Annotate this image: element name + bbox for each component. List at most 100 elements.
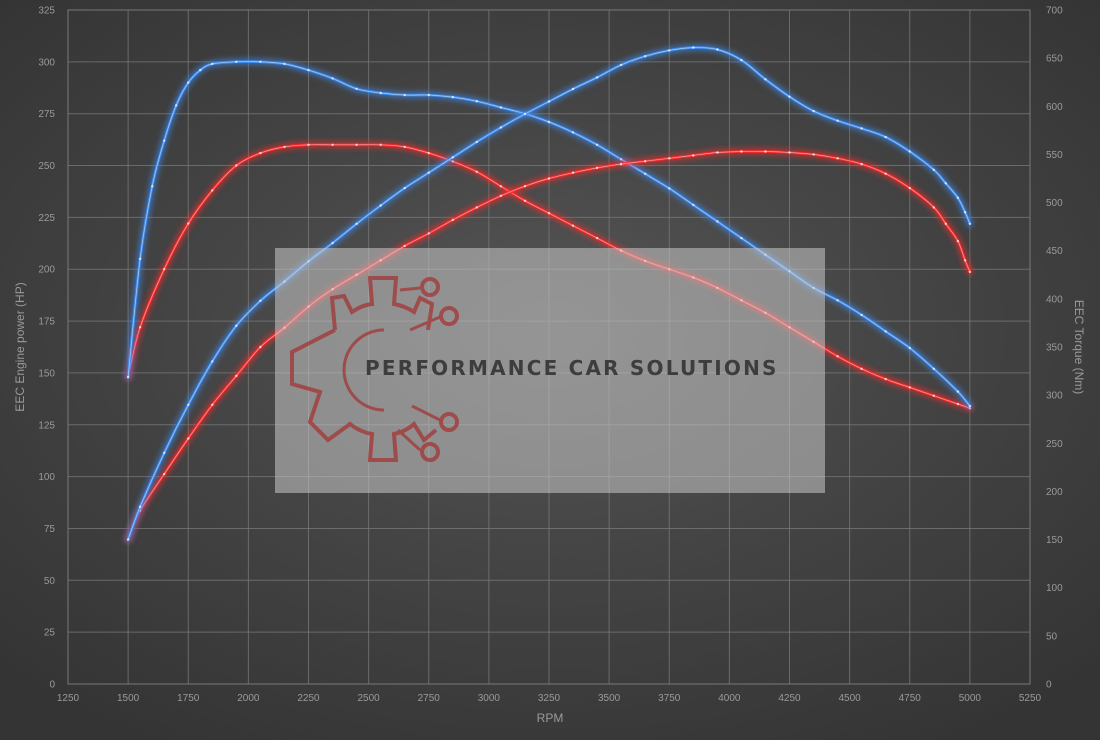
data-point <box>523 112 527 116</box>
data-point <box>692 154 695 157</box>
data-point <box>283 62 286 66</box>
data-point <box>908 150 911 153</box>
data-point <box>151 185 154 188</box>
y-tick-label-right: 150 <box>1046 535 1063 546</box>
data-point <box>211 62 214 66</box>
y-tick-label-left: 300 <box>38 57 55 68</box>
data-point <box>126 538 130 541</box>
data-point <box>956 402 960 406</box>
data-point <box>836 355 839 358</box>
data-point <box>716 220 719 223</box>
data-point <box>932 206 935 209</box>
x-tick-label: 2750 <box>418 693 441 704</box>
x-tick-label: 4000 <box>718 693 741 704</box>
data-point <box>836 157 839 160</box>
data-point <box>571 131 575 134</box>
y-tick-label-right: 600 <box>1046 102 1063 113</box>
data-point <box>860 127 863 130</box>
series <box>124 44 974 544</box>
data-point <box>932 394 935 397</box>
watermark-panel <box>275 248 825 493</box>
data-point <box>427 151 430 155</box>
watermark-text: PERFORMANCE CAR SOLUTIONS <box>365 356 779 380</box>
data-point <box>932 367 935 370</box>
x-tick-label: 2000 <box>237 693 260 704</box>
data-point <box>199 68 202 72</box>
y-tick-label-left: 225 <box>38 213 55 224</box>
data-point <box>259 345 262 349</box>
data-point <box>860 313 863 317</box>
data-point <box>968 404 972 408</box>
data-point <box>932 168 935 171</box>
data-point <box>740 58 743 62</box>
data-point <box>138 326 142 329</box>
y-tick-label-right: 300 <box>1046 391 1063 402</box>
data-point <box>451 95 454 99</box>
data-point <box>956 390 960 393</box>
y-tick-label-right: 200 <box>1046 487 1063 498</box>
data-point <box>668 49 671 52</box>
data-point <box>427 232 430 235</box>
data-point <box>547 212 551 215</box>
data-point <box>163 472 166 476</box>
y-tick-label-left: 175 <box>38 317 55 328</box>
data-point <box>307 143 310 146</box>
data-point <box>740 150 743 153</box>
data-point <box>211 360 214 363</box>
y-tick-label-right: 650 <box>1046 54 1063 65</box>
x-tick-label: 3750 <box>658 693 681 704</box>
data-point <box>331 241 334 245</box>
data-point <box>812 153 815 156</box>
y-axis-label-left: EEC Engine power (HP) <box>13 282 27 411</box>
data-point <box>163 139 166 142</box>
data-point <box>619 162 623 166</box>
data-point <box>427 171 430 174</box>
y-tick-label-left: 275 <box>38 109 55 120</box>
data-point <box>956 196 960 199</box>
data-point <box>692 46 695 49</box>
data-point <box>547 120 551 124</box>
data-point <box>235 164 238 167</box>
data-point <box>963 211 967 214</box>
data-point <box>126 375 130 379</box>
data-point <box>211 189 214 192</box>
tick-labels: 1250 1500 1750 2000 2250 2500 2750 3000 3250 3500… <box>38 6 1063 705</box>
data-point <box>571 224 575 227</box>
data-point <box>595 76 599 79</box>
data-point <box>499 126 503 129</box>
data-point <box>668 157 671 160</box>
data-point <box>944 182 947 185</box>
data-point <box>523 199 527 202</box>
data-point <box>259 151 262 155</box>
data-point <box>499 185 503 188</box>
data-point <box>644 160 647 163</box>
x-tick-label: 4500 <box>839 693 862 704</box>
data-point <box>403 244 406 248</box>
data-point <box>836 299 839 302</box>
x-tick-label: 3500 <box>598 693 621 704</box>
data-point <box>595 143 599 146</box>
data-point <box>571 171 575 174</box>
data-point <box>138 257 142 261</box>
y-tick-label-right: 450 <box>1046 246 1063 257</box>
y-tick-label-left: 325 <box>38 6 55 17</box>
data-point <box>355 87 358 91</box>
y-tick-label-right: 400 <box>1046 294 1063 305</box>
data-point <box>644 55 647 58</box>
data-point <box>259 299 262 302</box>
data-point <box>619 63 623 67</box>
data-point <box>884 377 887 381</box>
data-point <box>547 100 551 103</box>
y-tick-label-left: 75 <box>44 524 56 535</box>
data-point <box>692 203 695 207</box>
data-point <box>211 403 214 406</box>
data-point <box>668 187 671 190</box>
data-point <box>908 386 911 389</box>
data-point <box>523 185 527 188</box>
data-point <box>475 140 478 144</box>
data-point <box>451 156 454 159</box>
data-point <box>884 330 887 333</box>
x-tick-label: 2500 <box>358 693 381 704</box>
data-point <box>307 68 310 72</box>
